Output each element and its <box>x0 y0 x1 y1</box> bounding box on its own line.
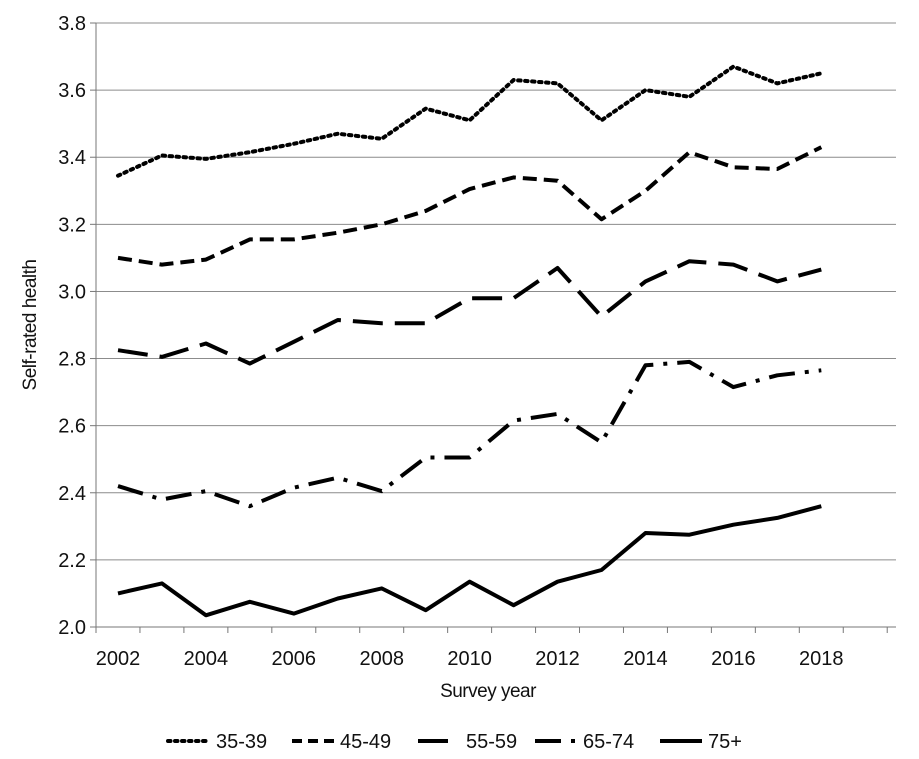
y-tick-label: 2.8 <box>58 349 86 371</box>
y-tick-label: 3.4 <box>58 147 86 169</box>
x-tick-label: 2018 <box>799 648 844 670</box>
legend-label: 75+ <box>708 731 742 753</box>
x-tick-label: 2002 <box>96 648 141 670</box>
axes <box>90 22 896 633</box>
legend: 35-39 45-49 55-59 65-74 75+ <box>166 731 742 753</box>
legend-label: 35-39 <box>216 731 267 753</box>
series-lines <box>116 64 824 618</box>
series-line-65-74 <box>117 359 822 509</box>
series-line-45-49 <box>117 145 823 267</box>
x-tick-label: 2004 <box>184 648 229 670</box>
y-tick-label: 2.0 <box>58 617 86 639</box>
series-line-75plus <box>117 504 822 618</box>
x-tick-label: 2010 <box>447 648 492 670</box>
x-tick-label: 2014 <box>623 648 668 670</box>
x-tick-label: 2016 <box>711 648 756 670</box>
legend-label: 45-49 <box>340 731 391 753</box>
legend-label: 55-59 <box>466 731 517 753</box>
series-line-55-59 <box>117 259 822 366</box>
y-axis-title: Self-rated health <box>20 260 41 391</box>
y-tick-label: 3.6 <box>58 80 86 102</box>
tick-labels: 2.0 2.2 2.4 2.6 2.8 3.0 3.2 3.4 3.6 3.8 2002 2004 20… <box>58 13 843 670</box>
gridlines <box>96 22 896 561</box>
legend-label: 65-74 <box>583 731 634 753</box>
y-tick-label: 3.0 <box>58 281 86 303</box>
y-tick-label: 3.8 <box>58 13 86 35</box>
x-tick-label: 2012 <box>535 648 580 670</box>
y-tick-label: 3.2 <box>58 214 86 236</box>
y-tick-label: 2.6 <box>58 416 86 438</box>
series-line-35-39 <box>116 64 824 178</box>
x-tick-label: 2008 <box>359 648 404 670</box>
x-tick-label: 2006 <box>272 648 317 670</box>
y-tick-label: 2.2 <box>58 550 86 572</box>
y-tick-label: 2.4 <box>58 483 86 505</box>
x-axis-title: Survey year <box>440 681 537 702</box>
